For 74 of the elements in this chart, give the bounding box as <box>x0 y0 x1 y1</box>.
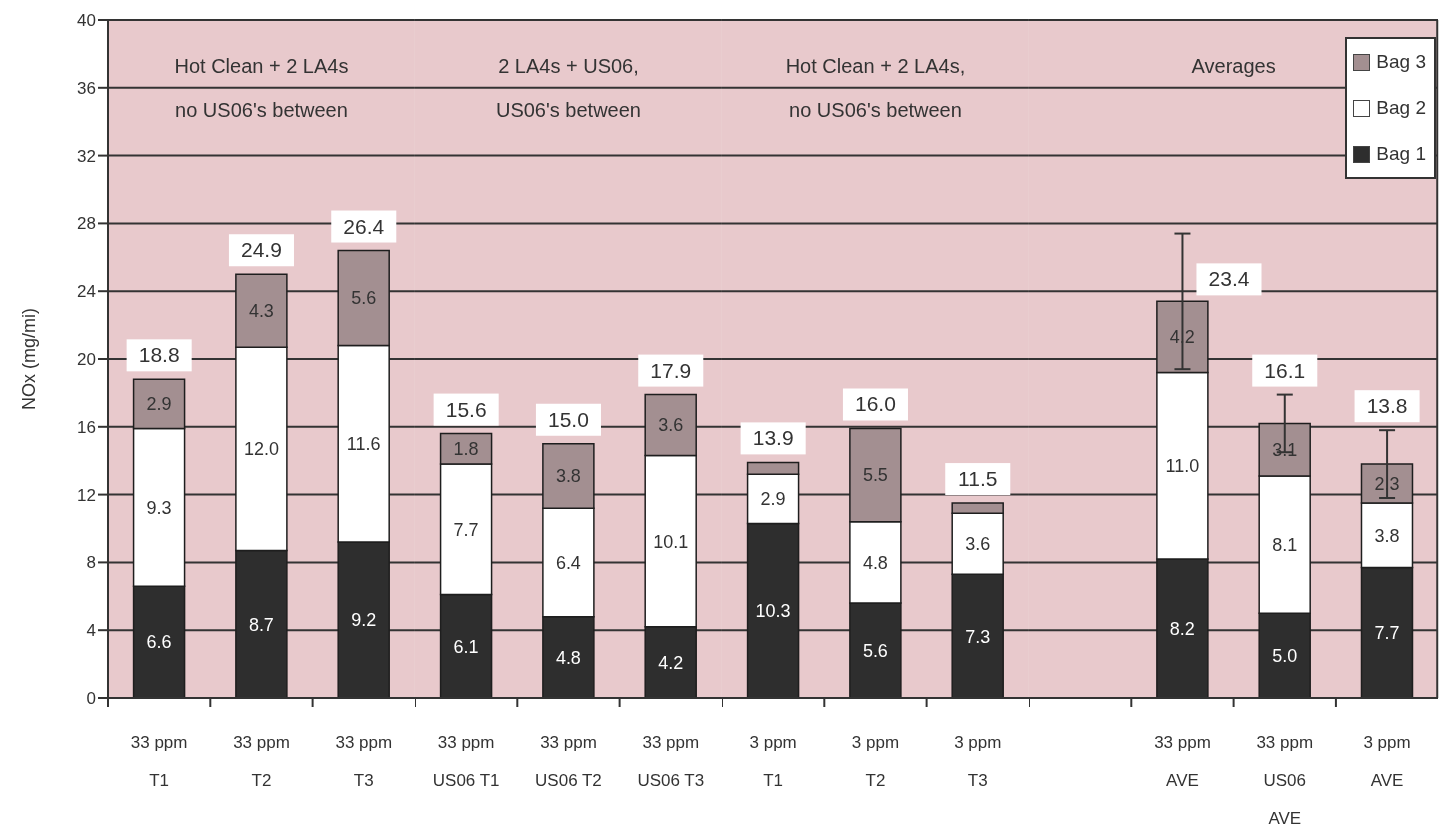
data-label: 5.5 <box>862 465 888 486</box>
data-label: 6.4 <box>555 552 581 573</box>
y-tick-label: 28 <box>77 214 96 234</box>
x-tick-label: 3 ppm T1 <box>749 733 797 790</box>
x-tick-label: 33 ppm AVE <box>1153 732 1211 790</box>
y-tick-label: 32 <box>77 146 96 166</box>
x-tick-label: 33 ppm T2 <box>233 733 290 790</box>
y-tick-label: 12 <box>77 485 96 505</box>
data-label: 6.1 <box>453 636 479 657</box>
data-label: 8.2 <box>1169 618 1195 639</box>
total-label: 17.9 <box>650 358 692 382</box>
data-label: 8.1 <box>1271 534 1297 555</box>
data-label: 10.1 <box>653 531 689 552</box>
y-tick-label: 40 <box>77 11 96 31</box>
data-label: 7.7 <box>1374 623 1400 644</box>
data-label: 5.6 <box>862 640 888 661</box>
text: Hot Clean + 2 LA4s no US06's between <box>174 55 349 121</box>
data-label: 9.2 <box>351 610 377 631</box>
x-tick-label: 33 ppm T3 <box>335 733 393 790</box>
x-tick-label: 33 ppm US06 T1 <box>432 733 500 790</box>
text: Hot Clean + 2 LA4s, no US06's between <box>785 55 966 121</box>
y-tick-label: 16 <box>77 417 96 437</box>
data-label: 8.7 <box>248 614 274 635</box>
data-label: 4.3 <box>248 301 274 322</box>
total-label: 15.0 <box>547 407 589 431</box>
y-tick-label: 20 <box>77 350 96 370</box>
total-label: 16.0 <box>854 392 896 416</box>
data-label: 11.6 <box>346 434 381 455</box>
y-tick-label: 4 <box>86 621 96 641</box>
data-label: 5.6 <box>351 288 377 309</box>
data-label: 7.3 <box>965 626 991 647</box>
y-tick-label: 24 <box>77 282 96 302</box>
total-label: 16.1 <box>1264 358 1305 382</box>
legend-label: Bag 2 <box>1376 97 1426 119</box>
total-label: 18.8 <box>138 343 180 367</box>
total-label: 23.4 <box>1208 267 1250 291</box>
data-label: 3.6 <box>658 415 684 436</box>
x-tick-label: 3 ppm T2 <box>851 733 899 790</box>
data-label: 3.8 <box>1374 525 1400 546</box>
total-label: 11.5 <box>957 467 998 491</box>
total-label: 15.6 <box>445 397 487 421</box>
x-tick-label: 33 ppm US06 T2 <box>535 733 602 790</box>
text: Averages <box>1191 55 1276 77</box>
data-label: 6.6 <box>146 632 172 653</box>
data-label: 9.3 <box>146 497 172 518</box>
total-label: 24.9 <box>241 238 282 262</box>
total-label: 13.8 <box>1366 394 1408 418</box>
data-label: 2.9 <box>760 489 786 510</box>
x-tick-label: 33 ppm US06 T3 <box>637 733 705 790</box>
data-label: 12.0 <box>243 439 279 460</box>
data-label: 4.8 <box>862 552 888 573</box>
data-label: 1.8 <box>453 439 479 460</box>
data-label: 10.3 <box>755 601 791 622</box>
data-label: 4.2 <box>658 652 684 673</box>
y-axis-title: NOx (mg/mi) <box>18 308 39 410</box>
x-tick-label: 33 ppm US06 AVE <box>1256 732 1313 828</box>
data-label: 3.8 <box>555 466 581 487</box>
data-label: 11.0 <box>1165 456 1199 477</box>
total-label: 13.9 <box>752 426 794 450</box>
legend-label: Bag 3 <box>1376 51 1426 73</box>
data-label: 5.0 <box>1271 646 1297 667</box>
y-tick-label: 0 <box>86 689 96 709</box>
y-tick-label: 8 <box>86 553 96 573</box>
text: 2 LA4s + US06, US06's between <box>495 55 641 121</box>
data-label: 2.9 <box>146 394 172 415</box>
x-tick-label: 3 ppm T3 <box>954 733 1002 790</box>
data-label: 4.8 <box>555 647 581 668</box>
total-label: 26.4 <box>343 214 385 238</box>
x-tick-label: 3 ppm AVE <box>1363 732 1411 790</box>
y-tick-label: 36 <box>77 78 96 98</box>
data-label: 3.6 <box>965 534 991 555</box>
data-label: 7.7 <box>453 519 479 540</box>
x-tick-label: 33 ppm T1 <box>130 733 188 790</box>
legend-label: Bag 1 <box>1376 143 1426 165</box>
